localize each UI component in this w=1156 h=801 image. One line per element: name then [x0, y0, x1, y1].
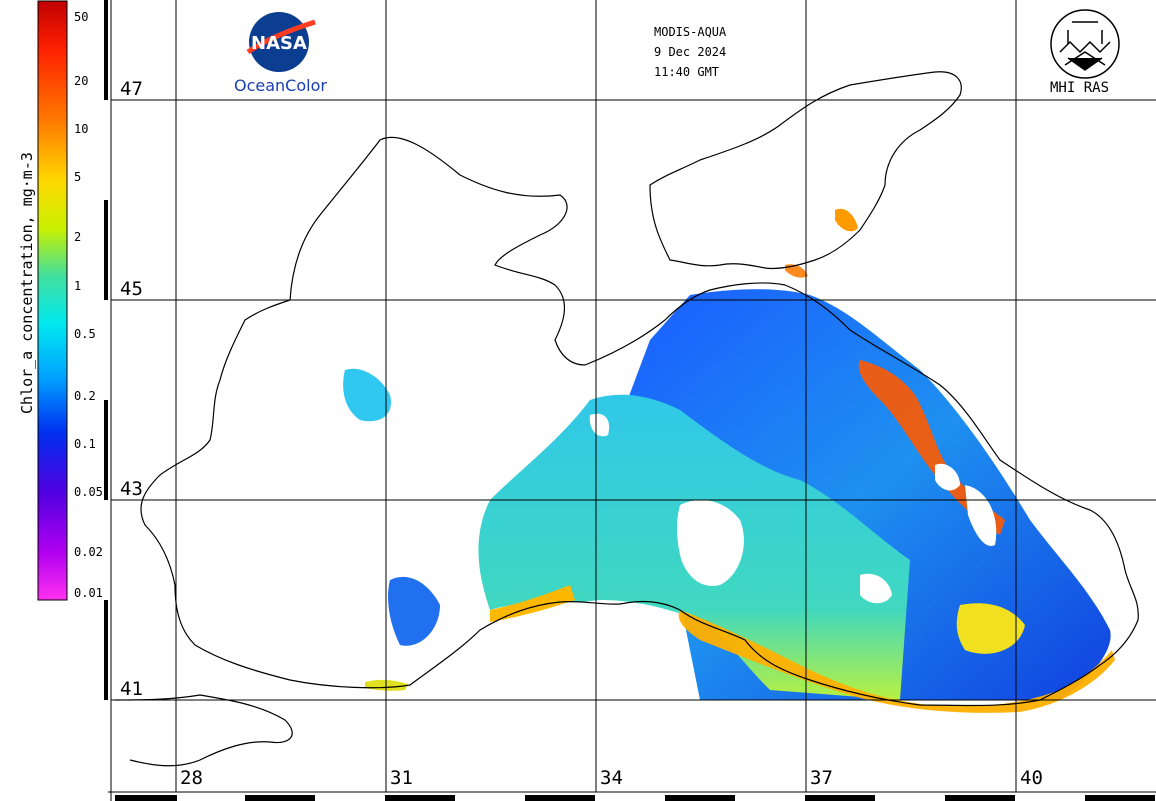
mhi-logo	[1050, 9, 1120, 79]
colorbar-gradient	[37, 0, 68, 601]
longitude-label: 34	[600, 767, 623, 789]
coastline	[114, 71, 1139, 767]
latitude-label: 47	[120, 78, 143, 100]
colorbar-tick: 50	[74, 10, 89, 24]
colorbar-tick: 2	[74, 230, 82, 244]
colorbar-tick: 0.5	[74, 327, 96, 341]
colorbar-tick: 0.01	[74, 586, 103, 600]
latitude-label: 43	[120, 478, 143, 500]
latitude-label: 45	[120, 278, 143, 300]
longitude-label: 31	[390, 767, 413, 789]
longitude-label: 28	[180, 767, 203, 789]
graticule	[111, 0, 1156, 792]
colorbar-tick: 10	[74, 122, 89, 136]
time-label: 11:40 GMT	[654, 65, 720, 79]
colorbar-tick: 0.02	[74, 545, 103, 559]
colorbar-tick: 0.05	[74, 485, 103, 499]
oceancolor-caption: OceanColor	[234, 76, 327, 95]
nasa-wordmark: NASA	[251, 33, 307, 54]
mhi-ras-caption: MHI RAS	[1050, 80, 1110, 96]
sensor-label: MODIS-AQUA	[654, 25, 727, 39]
latitude-label: 41	[120, 678, 143, 700]
colorbar-tick: 5	[74, 170, 82, 184]
longitude-label: 37	[810, 767, 833, 789]
colorbar-tick: 0.1	[74, 437, 96, 451]
colorbar-tick: 1	[74, 279, 82, 293]
colorbar-title: Chlor_a concentration, mg·m-3	[18, 152, 36, 414]
date-label: 9 Dec 2024	[654, 45, 727, 59]
colorbar-tick: 0.2	[74, 389, 96, 403]
chlorophyll-data-layer	[343, 208, 1115, 713]
colorbar-tick: 20	[74, 74, 89, 88]
nasa-logo: NASA	[246, 12, 316, 72]
longitude-label: 40	[1020, 767, 1043, 789]
